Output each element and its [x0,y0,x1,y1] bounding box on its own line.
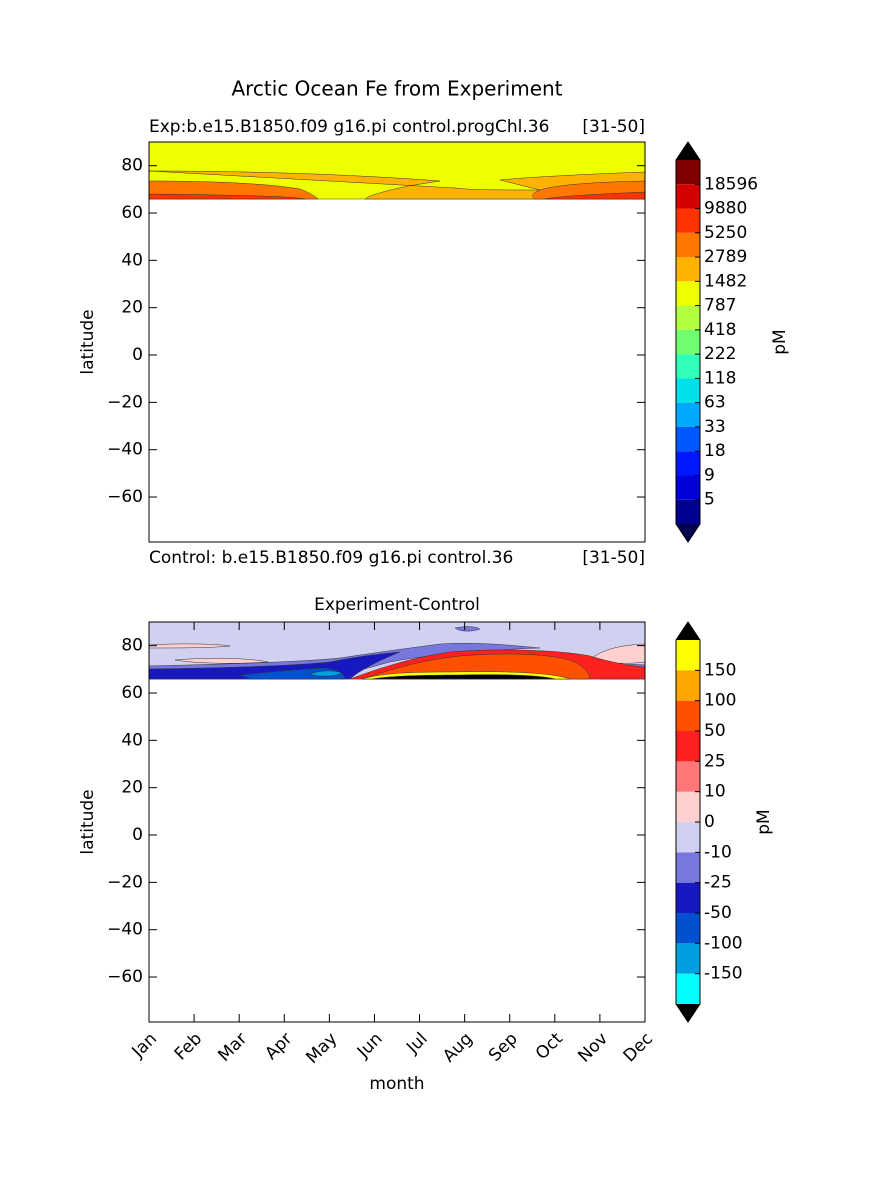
colorbar-segment [676,852,700,883]
y-tick-label: 40 [121,730,143,750]
colorbar-tick-label: 63 [704,393,726,413]
contour-band [148,170,646,200]
colorbar-segment [676,329,700,355]
colorbar-tick-label: 10 [704,782,726,802]
panel-note-right: [31-50] [582,548,645,568]
colorbar-outline [675,141,701,543]
colorbar-segment [676,160,700,185]
colorbar-tick-label: 1482 [704,271,747,291]
colorbar-label: pM [770,329,790,354]
colorbar-extension [676,142,700,160]
colorbar-extension [676,524,700,542]
colorbar-tick-label: 787 [704,296,736,316]
contour-band [239,667,346,680]
colorbar-segment [676,943,700,974]
y-tick-label: −40 [107,440,143,460]
colorbar-segment [676,731,700,762]
colorbar-tick-label: -25 [704,873,732,893]
colorbar-segment [676,208,700,233]
colorbar-segment [676,426,700,452]
colorbar-segment [676,354,700,379]
colorbar-tick-label: 33 [704,417,726,437]
y-tick-label: 60 [121,203,143,223]
colorbar-tick-label: 118 [704,368,736,388]
colorbar-segment [676,257,700,282]
contour-band [174,658,269,664]
y-tick-label: −60 [107,967,143,987]
contours [148,141,646,200]
colorbar-segment [676,822,700,853]
plot-frame [148,141,646,543]
colorbar-tick-label: 5250 [704,223,747,243]
colorbar-outline [675,621,701,1023]
colorbar-segment [676,913,700,944]
colorbar-segment [676,670,700,701]
colorbar-segment [676,791,700,822]
colorbar-segment [676,184,700,209]
colorbar-segment [676,305,700,330]
y-axis-label: latitude [78,789,98,854]
y-tick-label: 20 [121,298,143,318]
colorbar-tick-label: 2789 [704,247,747,267]
y-tick-label: −20 [107,872,143,892]
colorbar-segment [676,882,700,913]
colorbar-tick-label: 100 [704,691,736,711]
contour-band [544,191,646,200]
colorbar-tick-label: 9880 [704,199,747,219]
colorbar-segment [676,232,700,258]
panel-title-right: [31-50] [582,117,645,137]
panel-title: Experiment-Control [314,595,480,615]
colorbar-tick-label: 5 [704,490,715,510]
colorbar-tick-label: -50 [704,903,732,923]
colorbar-tick-label: 9 [704,465,715,485]
colorbar-tick-label: 0 [704,812,715,832]
y-tick-label: 60 [121,683,143,703]
colorbar-label: pM [754,809,774,834]
colorbar-segment [676,761,700,792]
y-tick-label: 0 [132,825,143,845]
y-axis-label: latitude [78,309,98,374]
colorbar-tick-label: 18596 [704,174,758,194]
colorbar-tick-label: -150 [704,964,743,984]
contour-band [148,643,231,649]
colorbar-extension [676,622,700,640]
colorbar-tick-label: 222 [704,344,736,364]
y-tick-label: 80 [121,636,143,656]
colorbar-tick-label: 25 [704,751,726,771]
contour-band [454,626,481,632]
panel-note-left: Control: b.e15.B1850.f09 g16.pi control.… [149,548,513,568]
contour-band [148,193,306,200]
y-tick-label: −40 [107,920,143,940]
plot-frame [148,621,646,1023]
colorbar-segment [676,499,700,524]
figure-title: Arctic Ocean Fe from Experiment [231,77,562,101]
contours [148,621,646,680]
y-tick-label: 0 [132,345,143,365]
colorbar-segment [676,281,700,306]
contour-band [371,674,556,680]
colorbar-segment [676,475,700,500]
colorbar-segment [676,402,700,427]
colorbar-tick-label: 150 [704,660,736,680]
y-tick-label: −20 [107,392,143,412]
colorbar-segment [676,973,700,1004]
colorbar-segment [676,378,700,403]
colorbar-segment [676,451,700,476]
panel-title-left: Exp:b.e15.B1850.f09 g16.pi control.progC… [149,117,549,137]
contour-band [309,670,343,677]
colorbar-tick-label: 50 [704,721,726,741]
colorbar-tick-label: -10 [704,842,732,862]
colorbar-segment [676,640,700,671]
colorbar-tick-label: -100 [704,933,743,953]
x-axis-label: month [369,1074,424,1094]
y-tick-label: 80 [121,156,143,176]
colorbar-tick-label: 418 [704,320,736,340]
colorbar-segment [676,700,700,731]
y-tick-label: 40 [121,250,143,270]
y-tick-label: −60 [107,487,143,507]
colorbar-tick-label: 18 [704,441,726,461]
y-tick-label: 20 [121,778,143,798]
colorbar-extension [676,1004,700,1022]
